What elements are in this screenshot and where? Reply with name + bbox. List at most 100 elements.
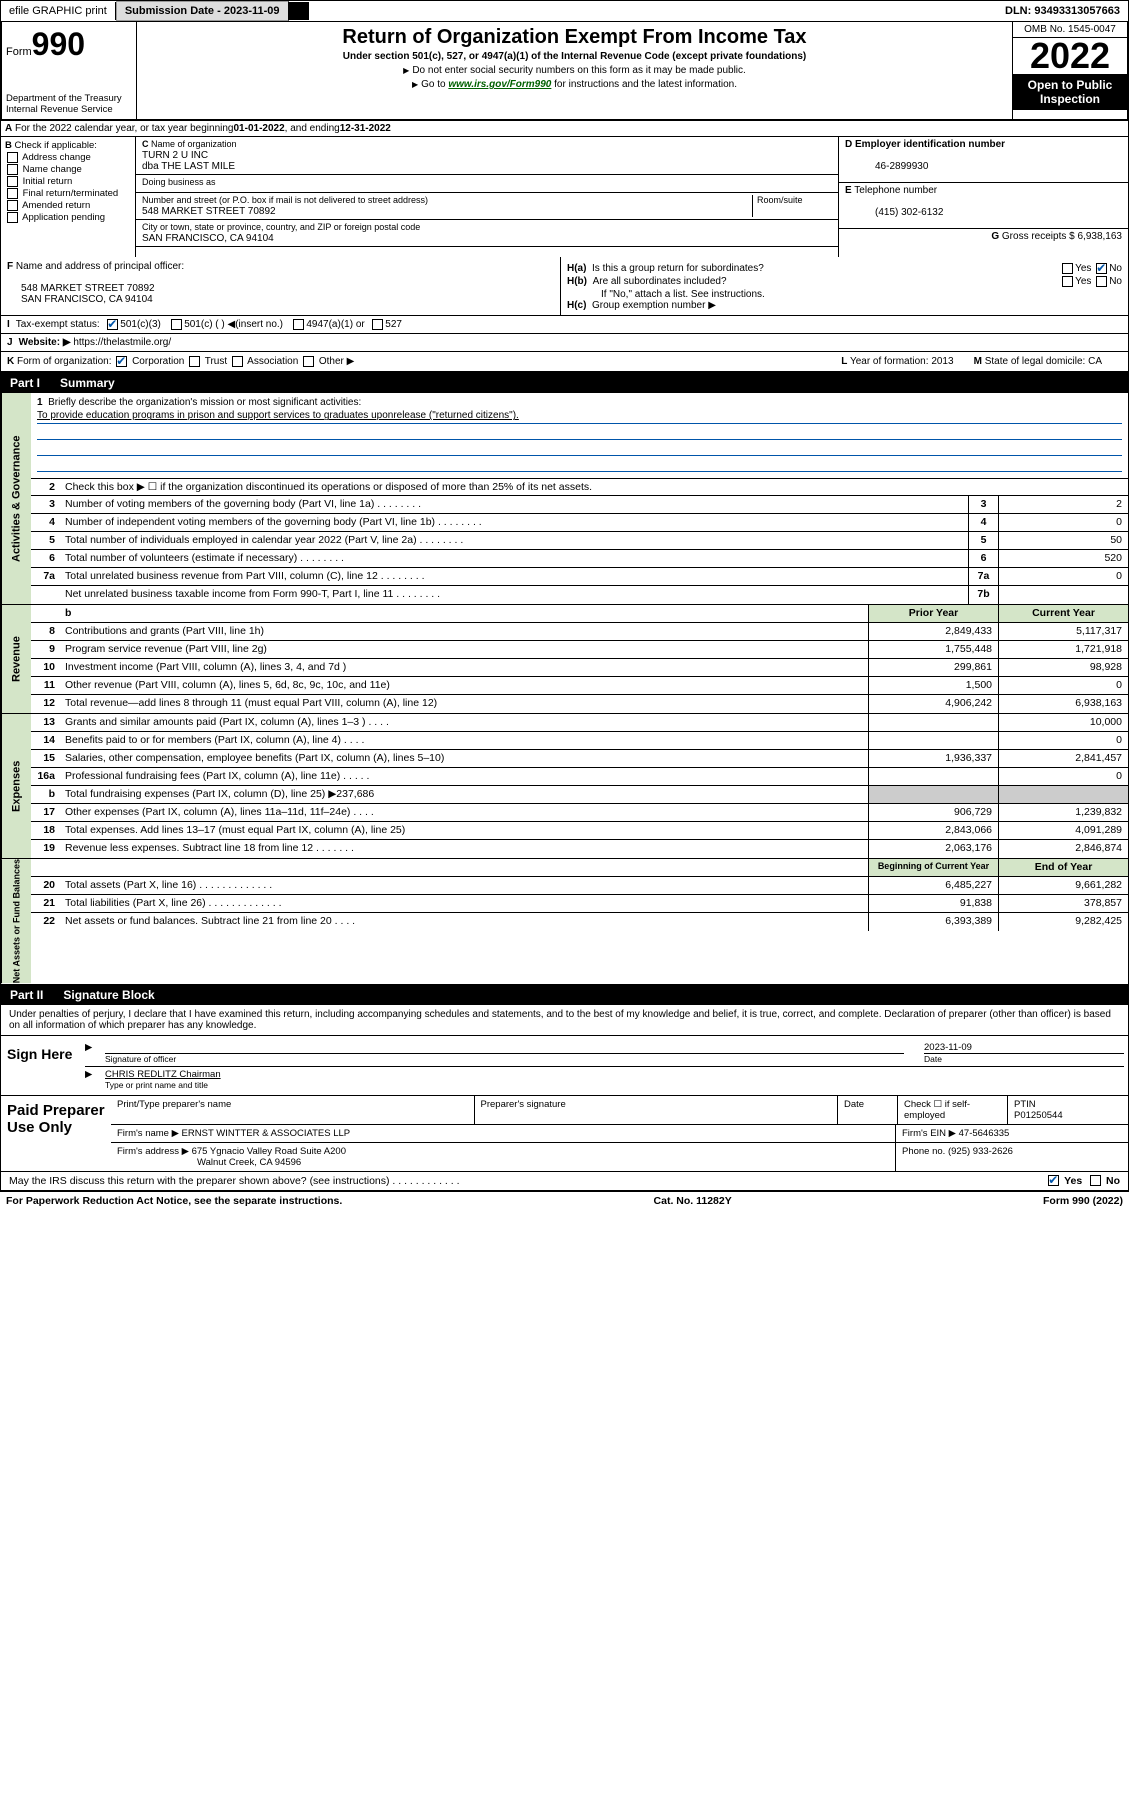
line-j: JWebsite: ▶ https://thelastmile.org/ [0,333,1129,351]
section-f-h: F Name and address of principal officer:… [0,257,1129,315]
chk-irs-no[interactable] [1090,1175,1101,1186]
chk-final-return[interactable] [7,188,18,199]
table-row: 9Program service revenue (Part VIII, lin… [31,641,1128,659]
side-label-rev: Revenue [1,605,31,713]
phone-value: (415) 302-6132 [875,207,943,218]
submission-date-btn[interactable]: Submission Date - 2023-11-09 [116,1,289,21]
website-link[interactable]: https://thelastmile.org/ [73,337,171,348]
chk-ha-no[interactable] [1096,263,1107,274]
paid-preparer-label: Paid Preparer Use Only [1,1096,111,1171]
mission-text: To provide education programs in prison … [37,410,519,421]
org-address: 548 MARKET STREET 70892 [142,206,276,217]
sig-declaration: Under penalties of perjury, I declare th… [1,1005,1128,1035]
table-row: 5Total number of individuals employed in… [31,532,1128,550]
table-row: 10Investment income (Part VIII, column (… [31,659,1128,677]
chk-amended[interactable] [7,200,18,211]
year-block: OMB No. 1545-0047 2022 Open to Public In… [1012,22,1127,119]
chk-501c[interactable] [171,319,182,330]
chk-assoc[interactable] [232,356,243,367]
irs-label: Internal Revenue Service [6,104,132,115]
col-current-year: Current Year [998,605,1128,622]
form-prefix: Form [6,46,32,58]
form-header: Form990 Department of the Treasury Inter… [0,22,1129,121]
chk-4947[interactable] [293,319,304,330]
prep-date-hdr: Date [838,1096,898,1124]
irs-link[interactable]: www.irs.gov/Form990 [448,79,551,90]
chk-address-change[interactable] [7,152,18,163]
chk-hb-no[interactable] [1096,276,1107,287]
open-inspection-badge: Open to Public Inspection [1013,74,1127,110]
table-row: 19Revenue less expenses. Subtract line 1… [31,840,1128,858]
table-row: 17Other expenses (Part IX, column (A), l… [31,804,1128,822]
chk-501c3[interactable] [107,319,118,330]
table-row: 20Total assets (Part X, line 16) . . . .… [31,877,1128,895]
chk-527[interactable] [372,319,383,330]
part2-header: Part II Signature Block [0,985,1129,1005]
chk-ha-yes[interactable] [1062,263,1073,274]
org-name: TURN 2 U INC [142,150,208,161]
chk-initial-return[interactable] [7,176,18,187]
revenue-section: Revenue bPrior YearCurrent Year 8Contrib… [0,605,1129,714]
col-d-e-g: D Employer identification number46-28999… [838,137,1128,257]
governance-section: Activities & Governance 1 Briefly descri… [0,393,1129,605]
firm-name: ERNST WINTTER & ASSOCIATES LLP [182,1128,351,1139]
col-begin-year: Beginning of Current Year [868,859,998,876]
line-klm: K Form of organization: Corporation Trus… [0,351,1129,373]
chk-irs-yes[interactable] [1048,1175,1059,1186]
table-row: Net unrelated business taxable income fr… [31,586,1128,604]
col-c: C Name of organizationTURN 2 U INCdba TH… [136,137,838,257]
chk-app-pending[interactable] [7,212,18,223]
cat-no: Cat. No. 11282Y [654,1195,732,1207]
sig-officer-lbl: Signature of officer [105,1054,176,1064]
subtitle: Under section 501(c), 527, or 4947(a)(1)… [145,51,1004,62]
line2-text: Check this box ▶ ☐ if the organization d… [61,479,1128,495]
part2-num: Part II [10,988,43,1002]
tax-year: 2022 [1013,38,1127,74]
chk-trust[interactable] [189,356,200,367]
prep-self-emp: Check ☐ if self-employed [898,1096,1008,1124]
table-row: 15Salaries, other compensation, employee… [31,750,1128,768]
chk-other[interactable] [303,356,314,367]
ptin-value: P01250544 [1014,1110,1063,1121]
hb-note: If "No," attach a list. See instructions… [601,289,1122,300]
state-domicile: CA [1088,356,1102,367]
title-block: Return of Organization Exempt From Incom… [137,22,1012,119]
year-formation: 2013 [931,356,953,367]
hc-label: Group exemption number ▶ [592,300,716,311]
prep-sig-hdr: Preparer's signature [475,1096,839,1124]
chk-hb-yes[interactable] [1062,276,1073,287]
top-toolbar: efile GRAPHIC print Submission Date - 20… [0,0,1129,22]
form-id-block: Form990 Department of the Treasury Inter… [2,22,137,119]
table-row: 3Number of voting members of the governi… [31,496,1128,514]
chk-corp[interactable] [116,356,127,367]
sig-date: 2023-11-09 [924,1042,1124,1054]
section-b-through-g: B Check if applicable: Address change Na… [0,137,1129,257]
may-irs-discuss: May the IRS discuss this return with the… [9,1175,460,1187]
note2: Go to www.irs.gov/Form990 for instructio… [145,79,1004,90]
page-footer: For Paperwork Reduction Act Notice, see … [0,1191,1129,1210]
dln-label: DLN: 93493313057663 [997,2,1128,20]
table-row: 8Contributions and grants (Part VIII, li… [31,623,1128,641]
org-city: SAN FRANCISCO, CA 94104 [142,233,274,244]
gross-receipts: 6,938,163 [1078,231,1123,242]
table-row: 12Total revenue—add lines 8 through 11 (… [31,695,1128,713]
net-assets-section: Net Assets or Fund Balances Beginning of… [0,859,1129,984]
dept-label: Department of the Treasury [6,93,132,104]
part1-title: Summary [60,376,115,390]
table-row: 7aTotal unrelated business revenue from … [31,568,1128,586]
efile-label: efile GRAPHIC print [1,2,116,20]
table-row: bTotal fundraising expenses (Part IX, co… [31,786,1128,804]
firm-ein: 47-5646335 [959,1128,1010,1139]
line-i: ITax-exempt status: 501(c)(3) 501(c) ( )… [0,315,1129,333]
chk-name-change[interactable] [7,164,18,175]
officer-addr2: SAN FRANCISCO, CA 94104 [21,294,153,305]
table-row: 16aProfessional fundraising fees (Part I… [31,768,1128,786]
expenses-section: Expenses 13Grants and similar amounts pa… [0,714,1129,859]
blank-btn[interactable] [289,2,309,20]
col-f: F Name and address of principal officer:… [1,257,561,315]
officer-addr1: 548 MARKET STREET 70892 [21,283,155,294]
org-dba: dba THE LAST MILE [142,161,235,172]
form-ref: Form 990 (2022) [1043,1195,1123,1207]
page-title: Return of Organization Exempt From Incom… [145,26,1004,49]
line-a: A For the 2022 calendar year, or tax yea… [0,121,1129,137]
